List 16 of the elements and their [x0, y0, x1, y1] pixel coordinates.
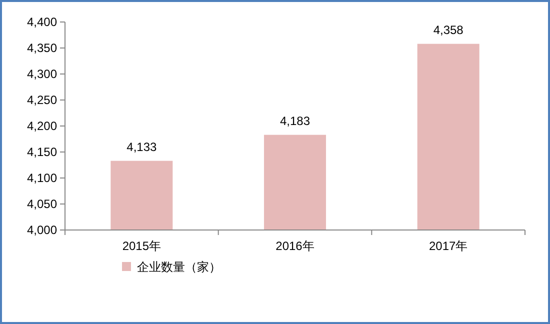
- y-tick-label: 4,400: [26, 15, 58, 30]
- y-tick-label: 4,000: [26, 223, 58, 238]
- y-tick-label: 4,250: [26, 93, 58, 108]
- x-tick-label: 2015年: [122, 239, 162, 253]
- y-tick-label: 4,050: [26, 197, 58, 212]
- x-tick-label: 2016年: [276, 239, 314, 253]
- y-tick-label: 4,150: [26, 145, 58, 160]
- y-tick-label: 4,100: [26, 171, 58, 186]
- data-label: 4,133: [126, 140, 158, 154]
- data-label: 4,358: [433, 22, 464, 37]
- data-label: 4,183: [280, 114, 310, 128]
- y-tick-label: 4,300: [26, 67, 58, 82]
- y-tick-label: 4,200: [26, 119, 58, 134]
- y-tick-label: 4,350: [26, 41, 58, 56]
- x-tick-label: 2017年: [428, 239, 468, 253]
- legend-label: 企业数量（家）: [137, 260, 221, 274]
